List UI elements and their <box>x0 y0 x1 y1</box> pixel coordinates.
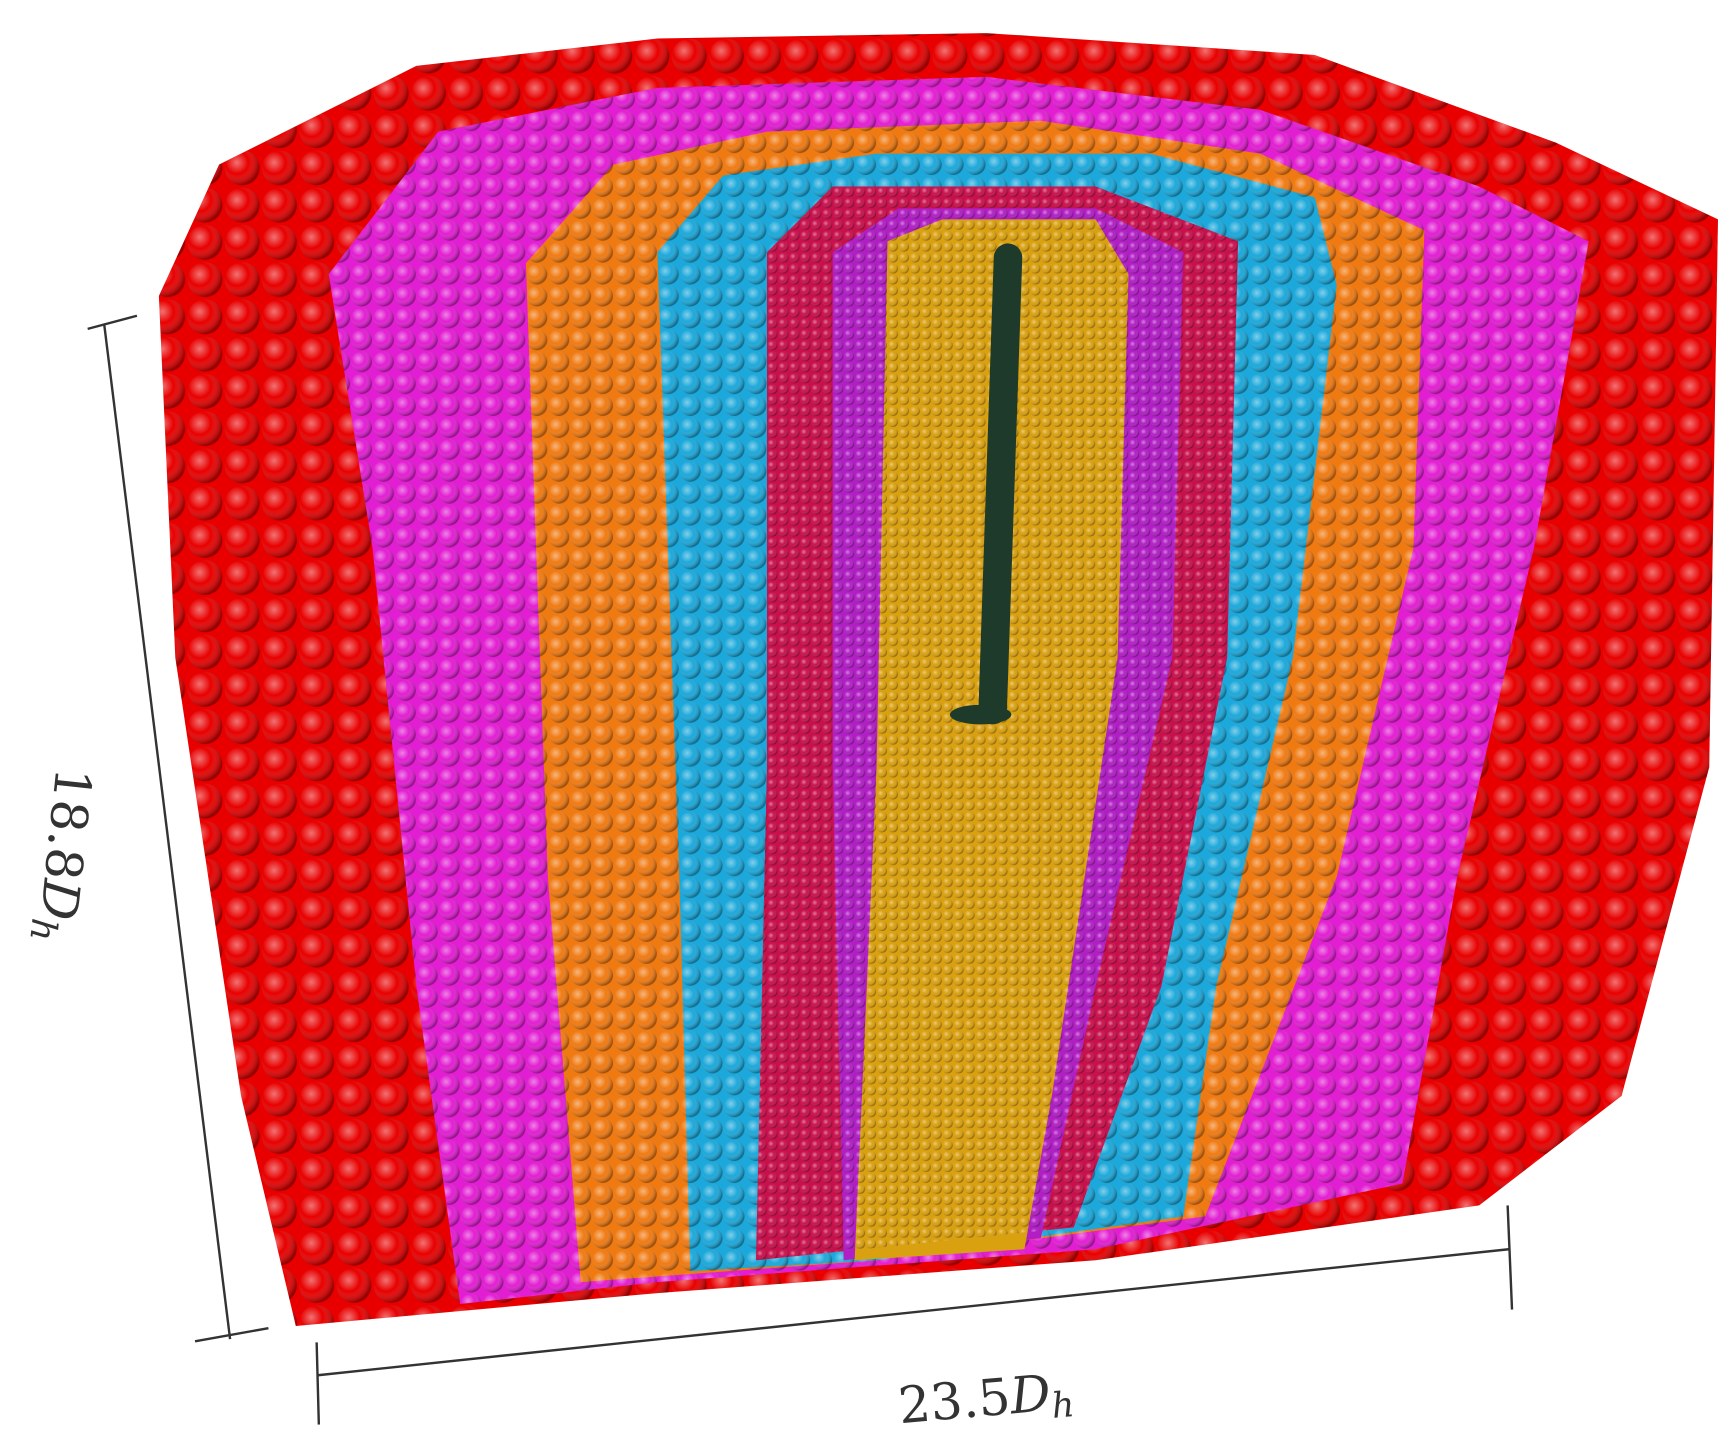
dimension-tick <box>1508 1205 1512 1309</box>
height-subscript: h <box>22 916 65 943</box>
rod-foot <box>950 705 1011 725</box>
rod <box>993 258 1008 711</box>
width-number: 23.5 <box>896 1367 1013 1436</box>
height-number: 18.8 <box>33 765 103 883</box>
width-subscript: h <box>1050 1384 1076 1427</box>
dimension-tick <box>317 1342 319 1424</box>
height-label: 18.8Dh <box>22 765 103 946</box>
dimension-tick <box>195 1328 268 1341</box>
width-symbol: D <box>1007 1363 1053 1425</box>
particle-bed <box>159 33 1718 1326</box>
height-symbol: D <box>29 876 92 923</box>
dimension-tick <box>88 316 137 329</box>
width-label: 23.5Dh <box>896 1361 1076 1439</box>
figure: 18.8Dh 23.5Dh <box>0 0 1718 1439</box>
